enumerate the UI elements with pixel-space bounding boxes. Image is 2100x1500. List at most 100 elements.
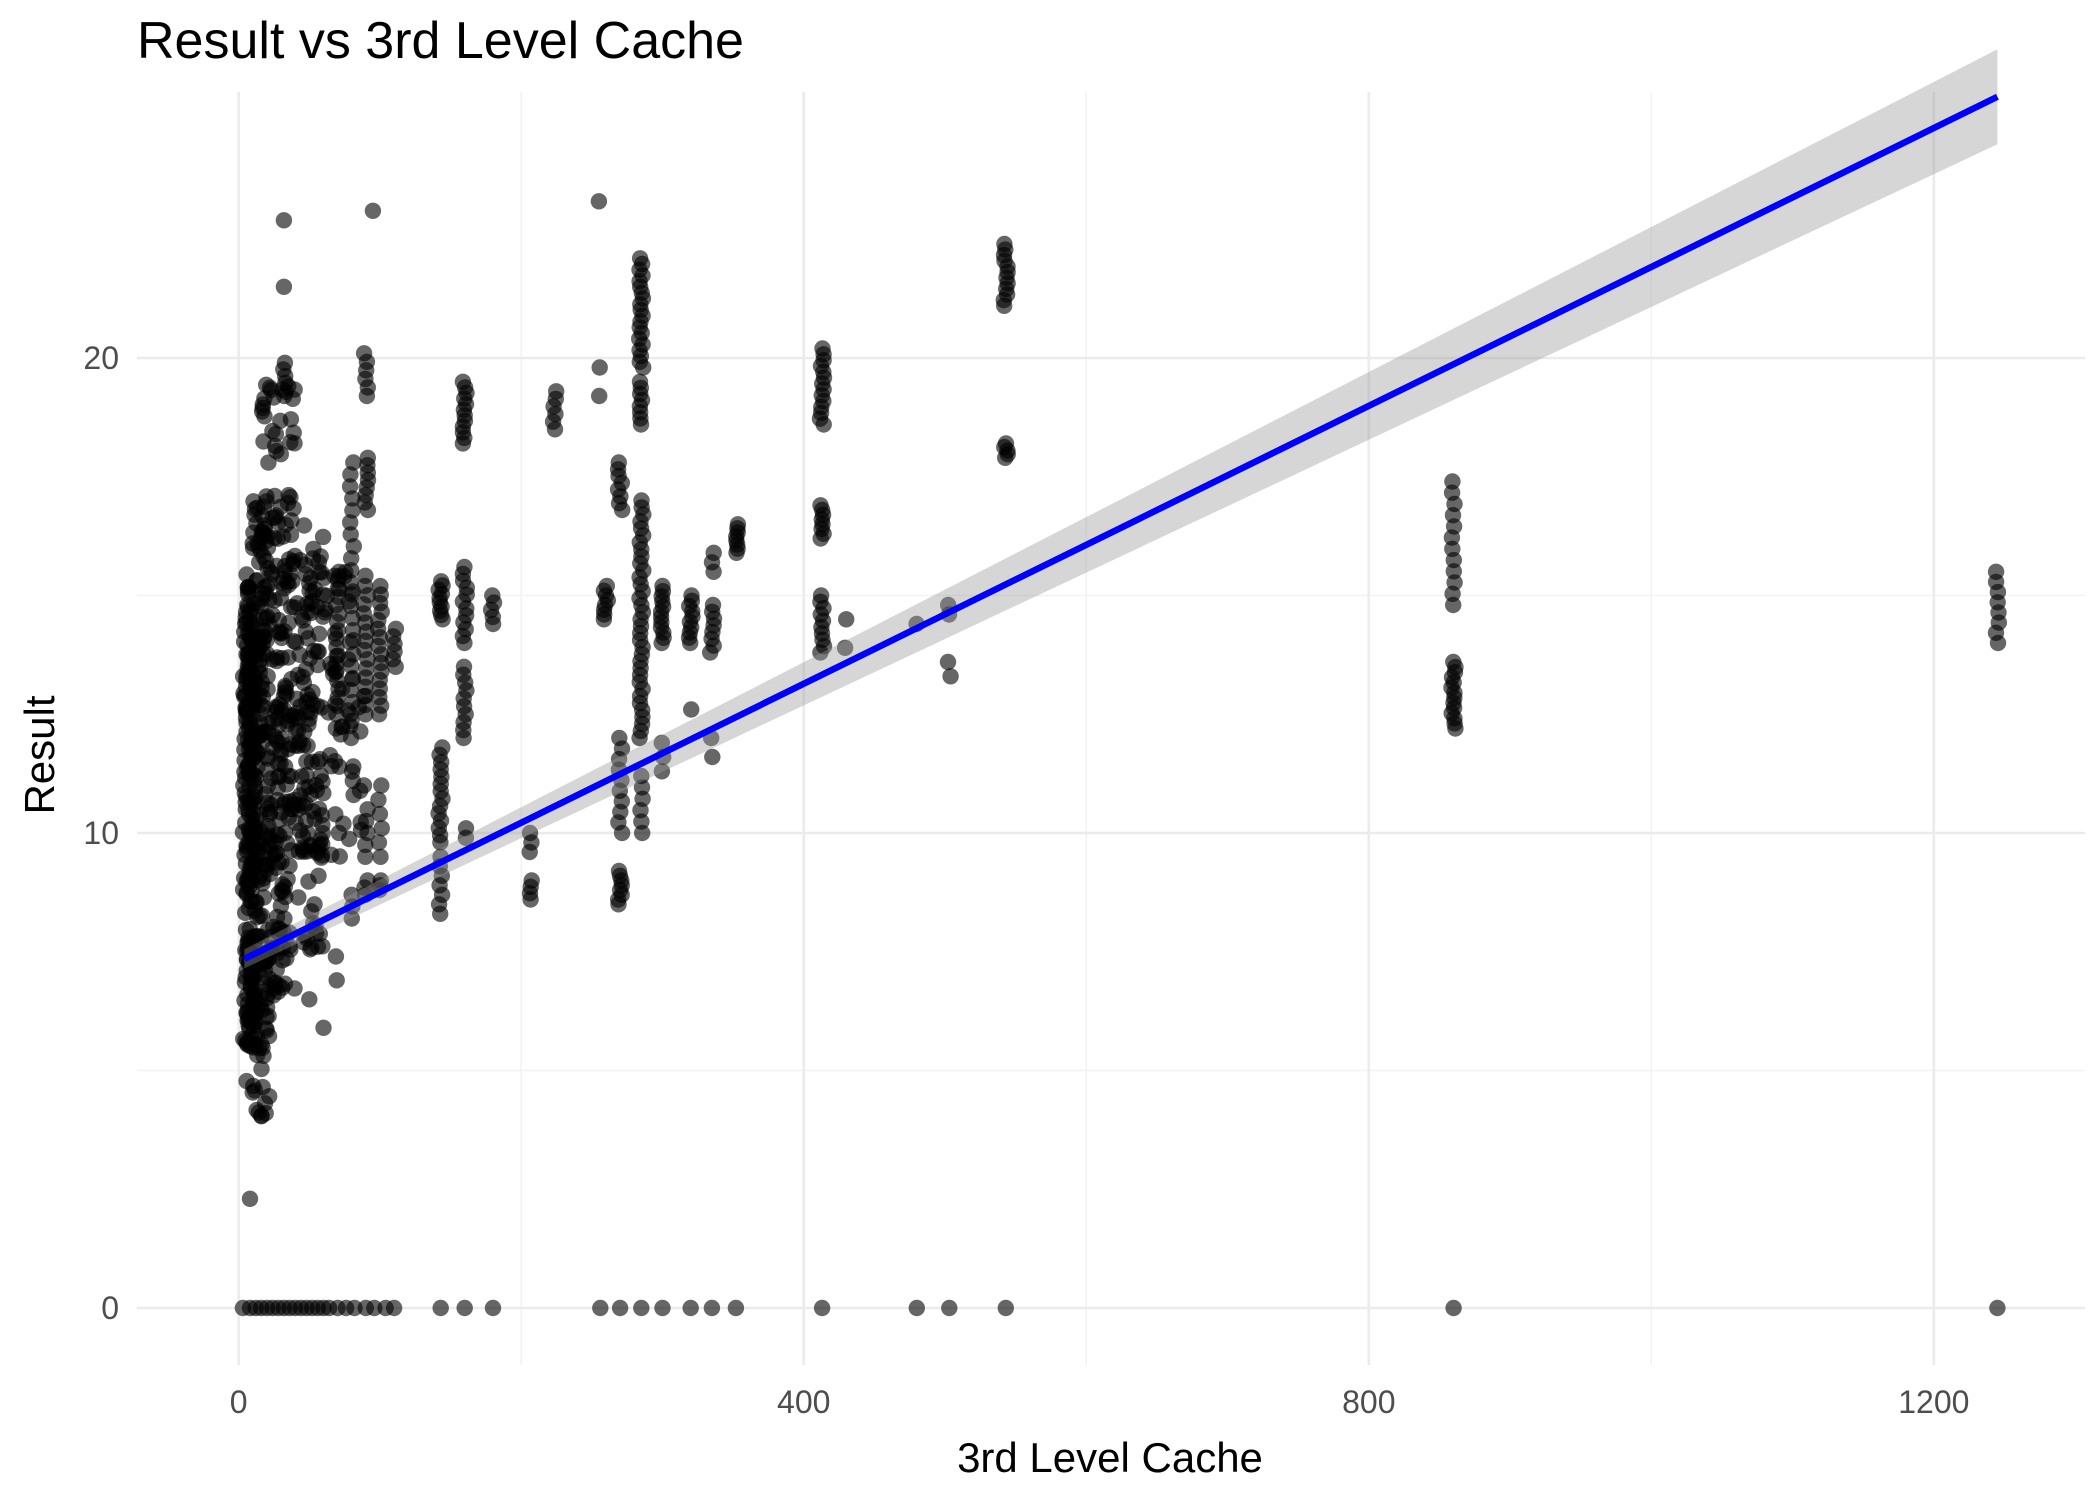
data-point: [257, 786, 274, 803]
data-point: [270, 716, 288, 734]
data-point: [344, 502, 361, 519]
data-point: [295, 737, 312, 754]
data-point: [908, 1299, 925, 1317]
data-point: [836, 639, 854, 656]
data-point: [253, 679, 270, 697]
data-point: [242, 893, 259, 910]
data-point: [814, 340, 831, 357]
x-tick-label: 400: [777, 1384, 830, 1420]
data-point: [548, 383, 565, 400]
data-point: [592, 1299, 609, 1317]
data-point: [484, 587, 501, 604]
data-point: [272, 755, 289, 772]
data-point: [284, 572, 301, 590]
data-point: [812, 497, 829, 514]
data-point: [249, 594, 267, 612]
data-point: [274, 876, 291, 893]
y-tick-label: 0: [101, 1290, 119, 1326]
data-point: [633, 492, 650, 509]
data-point: [249, 642, 267, 660]
y-tick-label: 10: [83, 815, 119, 851]
data-point: [249, 909, 266, 926]
points-layer: [234, 193, 2008, 1317]
data-point: [1445, 1299, 1462, 1317]
data-point: [331, 758, 348, 775]
data-point: [370, 834, 388, 851]
data-point: [523, 872, 540, 889]
data-point: [345, 786, 362, 804]
data-point: [456, 1299, 473, 1317]
data-point: [344, 772, 361, 789]
data-point: [260, 454, 277, 471]
data-point: [653, 763, 671, 780]
data-point: [258, 488, 275, 505]
data-point: [683, 587, 700, 604]
data-point: [250, 628, 268, 646]
data-point: [274, 528, 292, 545]
data-point: [939, 653, 957, 671]
data-point: [683, 701, 700, 718]
data-point: [343, 586, 361, 603]
data-point: [598, 577, 615, 595]
data-point: [248, 515, 265, 532]
chart-title: Result vs 3rd Level Cache: [137, 12, 744, 70]
data-point: [295, 517, 313, 534]
data-point: [309, 839, 327, 856]
data-point: [454, 373, 472, 390]
data-point: [269, 791, 286, 809]
data-point: [254, 399, 271, 417]
data-point: [266, 437, 284, 455]
data-point: [942, 668, 959, 685]
data-point: [314, 825, 331, 842]
data-point: [372, 577, 389, 595]
data-point: [359, 824, 376, 842]
data-point: [255, 889, 273, 906]
data-point: [246, 1082, 264, 1099]
data-point: [241, 1190, 259, 1208]
data-point: [290, 889, 307, 906]
data-point: [704, 596, 722, 614]
data-point: [345, 454, 362, 471]
data-point: [387, 620, 405, 637]
data-point: [366, 1299, 383, 1317]
data-point: [331, 848, 348, 865]
data-point: [343, 562, 360, 579]
data-point: [434, 739, 451, 756]
data-point: [941, 1299, 958, 1317]
data-point: [372, 872, 389, 889]
data-point: [1444, 473, 1461, 490]
data-point: [344, 622, 362, 639]
x-axis-title: 3rd Level Cache: [957, 1434, 1263, 1481]
data-point: [633, 767, 650, 785]
data-point: [330, 563, 348, 580]
data-point: [306, 810, 323, 827]
data-point: [590, 193, 608, 210]
data-point: [273, 625, 290, 642]
data-point: [255, 870, 272, 887]
data-point: [286, 980, 303, 997]
data-point: [1445, 653, 1462, 671]
data-point: [591, 359, 608, 376]
data-point: [370, 791, 387, 808]
data-point: [264, 422, 281, 440]
data-point: [276, 558, 294, 575]
data-point: [611, 1299, 629, 1317]
data-point: [997, 435, 1015, 452]
data-point: [276, 354, 294, 371]
confidence-band: [244, 49, 1998, 969]
data-point: [364, 202, 382, 219]
data-point: [996, 235, 1013, 253]
x-tick-label: 800: [1342, 1384, 1395, 1420]
data-point: [703, 1299, 721, 1317]
data-point: [310, 625, 328, 642]
data-point: [328, 972, 345, 989]
data-point: [315, 1019, 332, 1036]
data-point: [343, 886, 360, 903]
data-point: [1987, 563, 2005, 580]
data-point: [314, 586, 332, 603]
data-point: [247, 928, 265, 945]
data-point: [729, 516, 747, 533]
data-point: [372, 848, 389, 865]
data-point: [314, 528, 332, 546]
